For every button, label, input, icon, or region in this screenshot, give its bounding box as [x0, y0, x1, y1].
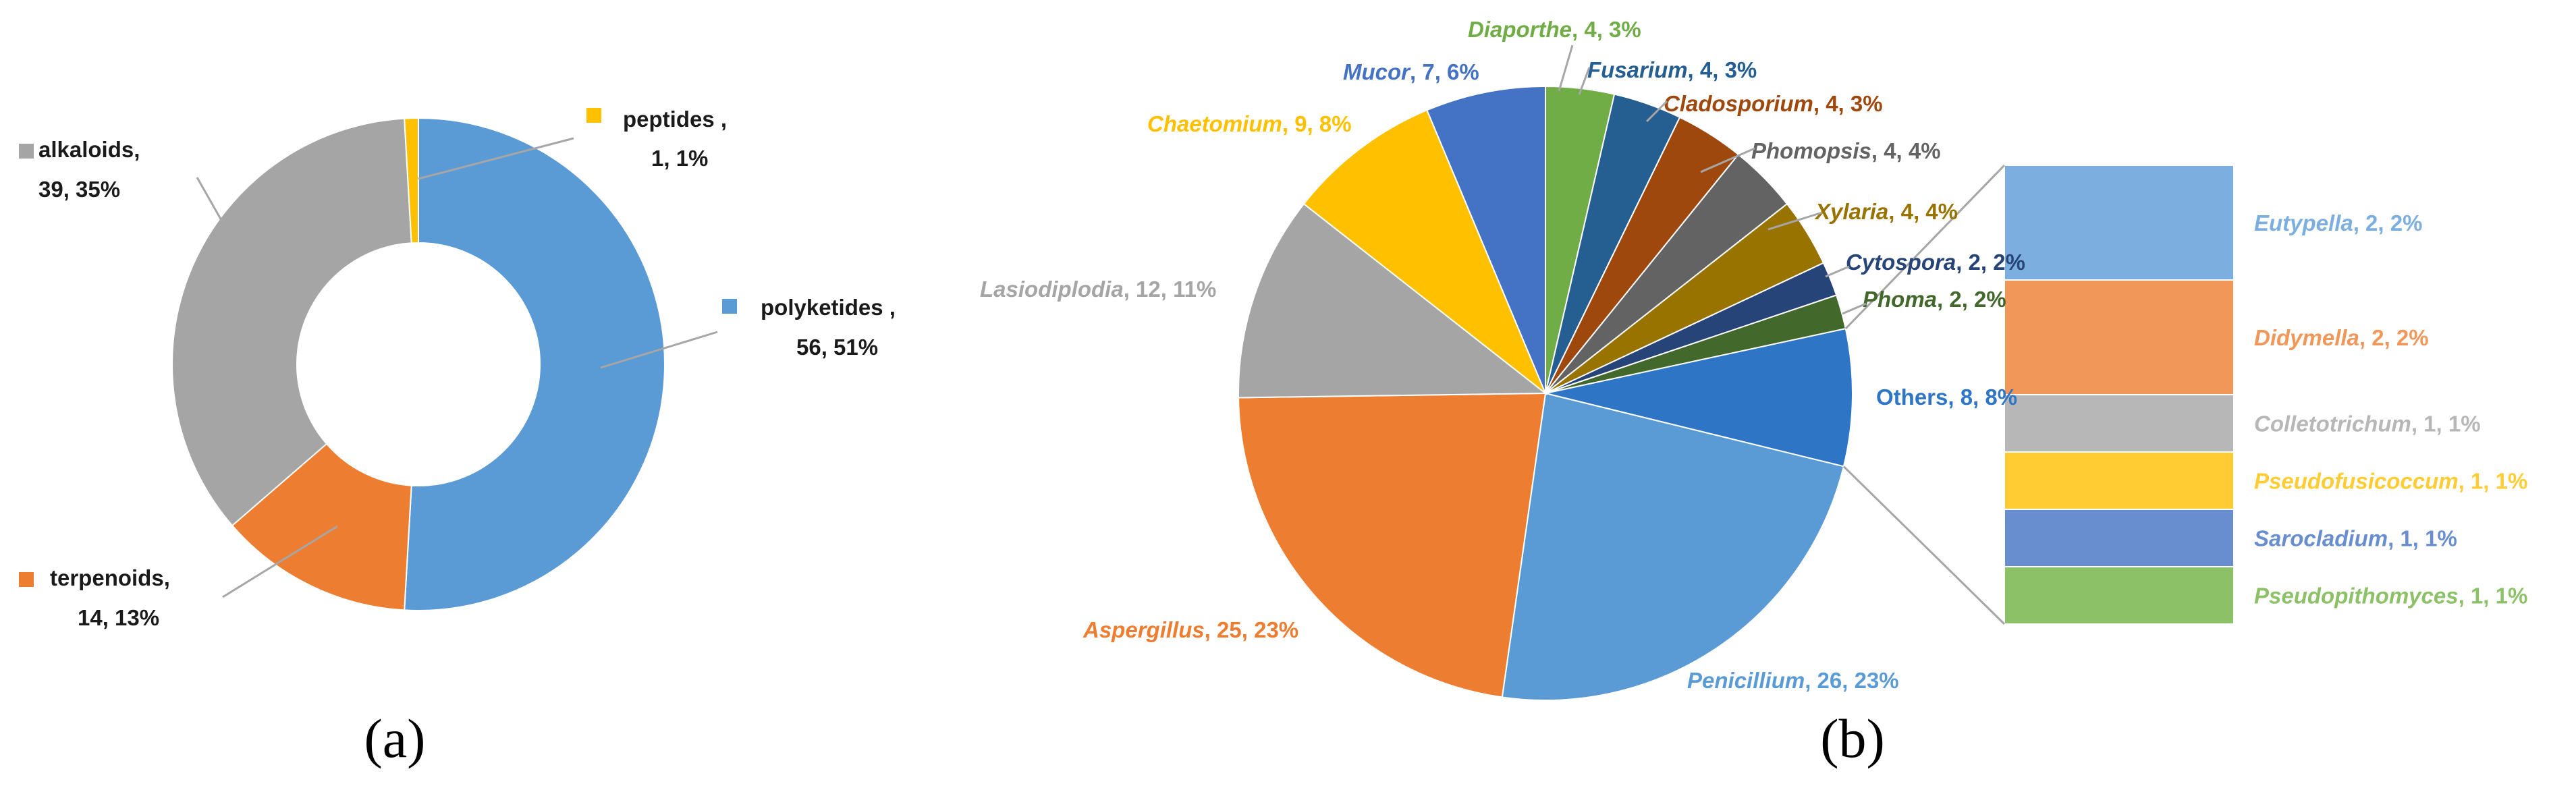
others-bar-segment-pseudofusicoccum — [2004, 451, 2235, 510]
others-label-sarocladium: Sarocladium, 1, 1% — [2254, 526, 2457, 551]
pie-label-cytospora: Cytospora, 2, 2% — [1846, 250, 2025, 275]
others-label-colletotrichum: Colletotrichum, 1, 1% — [2254, 412, 2481, 436]
legend-marker-polyketides — [722, 299, 737, 314]
others-label-pseudopithomyces: Pseudopithomyces, 1, 1% — [2254, 584, 2527, 609]
pie-slice-others — [1545, 327, 1853, 468]
donut-chart-panel: polyketides , 56, 51% terpenoids, 14, 13% al… — [19, 107, 896, 630]
slice-value-peptides: 1, 1% — [651, 146, 708, 171]
pie-label-leader — [1825, 265, 1850, 278]
others-bar-segment-pseudopithomyces — [2004, 566, 2235, 625]
pie-label-leader — [1767, 211, 1823, 231]
slice-value-alkaloids: 39, 35% — [38, 177, 120, 202]
pie-label-leader — [1558, 45, 1574, 92]
slice-value-terpenoids: 14, 13% — [78, 605, 159, 630]
leader-line-polyketides — [600, 331, 718, 369]
slice-label-terpenoids: terpenoids, — [50, 565, 170, 590]
donut-slice-alkaloids — [171, 117, 412, 527]
others-bar-segment-didymella — [2004, 279, 2235, 395]
pie-label-fusarium: Fusarium, 4, 3% — [1587, 57, 1757, 82]
slice-label-polyketides: polyketides , — [761, 295, 896, 320]
pie-label-diaporthe: Diaporthe, 4, 3% — [1468, 17, 1641, 42]
pie-slice-lasiodiplodia — [1238, 202, 1547, 399]
pie-label-leader — [1700, 147, 1755, 173]
others-label-didymella: Didymella, 2, 2% — [2254, 325, 2429, 350]
others-label-pseudofusicoccum: Pseudofusicoccum, 1, 1% — [2254, 469, 2527, 494]
donut-slice-terpenoids — [231, 443, 412, 611]
pie-label-mucor: Mucor, 7, 6% — [1343, 59, 1479, 84]
pie-label-leader — [1578, 67, 1591, 95]
leader-line-alkaloids — [196, 177, 224, 223]
pie-label-phoma: Phoma, 2, 2% — [1863, 287, 2006, 312]
others-bar-segment-sarocladium — [2004, 509, 2235, 567]
pie-label-leader — [1842, 302, 1867, 315]
pie-slice-penicillium — [1501, 392, 1845, 701]
legend-marker-alkaloids — [19, 144, 34, 159]
panel-a-label: (a) — [364, 708, 425, 769]
legend-marker-peptides — [586, 108, 601, 123]
pie-label-chaetomium: Chaetomium, 9, 8% — [1147, 111, 1352, 136]
others-connector-bottom — [1842, 465, 2006, 625]
pie-label-lasiodiplodia: Lasiodiplodia, 12, 11% — [980, 277, 1216, 302]
slice-label-alkaloids: alkaloids, — [38, 137, 140, 162]
legend-marker-terpenoids — [19, 572, 34, 587]
pie-label-leader — [1645, 100, 1668, 123]
pie-label-phomopsis: Phomopsis, 4, 4% — [1751, 138, 1941, 163]
slice-value-polyketides: 56, 51% — [796, 335, 878, 360]
pie-slice-aspergillus — [1238, 392, 1547, 698]
pie-slice-chaetomium — [1303, 109, 1547, 396]
panel-b-label: (b) — [1820, 708, 1885, 769]
leader-line-terpenoids — [222, 525, 338, 598]
others-bar-segment-colletotrichum — [2004, 394, 2235, 453]
donut-slice-polyketides — [404, 117, 665, 611]
donut-slice-peptides — [404, 117, 419, 244]
pie-label-aspergillus: Aspergillus, 25, 23% — [1083, 617, 1298, 642]
slice-label-peptides: peptides , — [623, 107, 727, 132]
pie-label-penicillium: Penicillium, 26, 23% — [1687, 668, 1899, 693]
pie-slice-mucor — [1426, 85, 1546, 394]
pie-label-xylaria: Xylaria, 4, 4% — [1814, 199, 1958, 224]
pie-label-others: Others, 8, 8% — [1876, 385, 2017, 410]
pie-of-bar-chart-panel: Eutypella, 2, 2% Didymella, 2, 2% Colletot… — [980, 17, 2527, 701]
pie-label-cladosporium: Cladosporium, 4, 3% — [1664, 91, 1883, 116]
others-connector-top — [1844, 164, 2006, 330]
leader-line-peptides — [418, 137, 574, 180]
others-label-eutypella: Eutypella, 2, 2% — [2254, 210, 2422, 235]
others-bar-segment-eutypella — [2004, 165, 2235, 281]
